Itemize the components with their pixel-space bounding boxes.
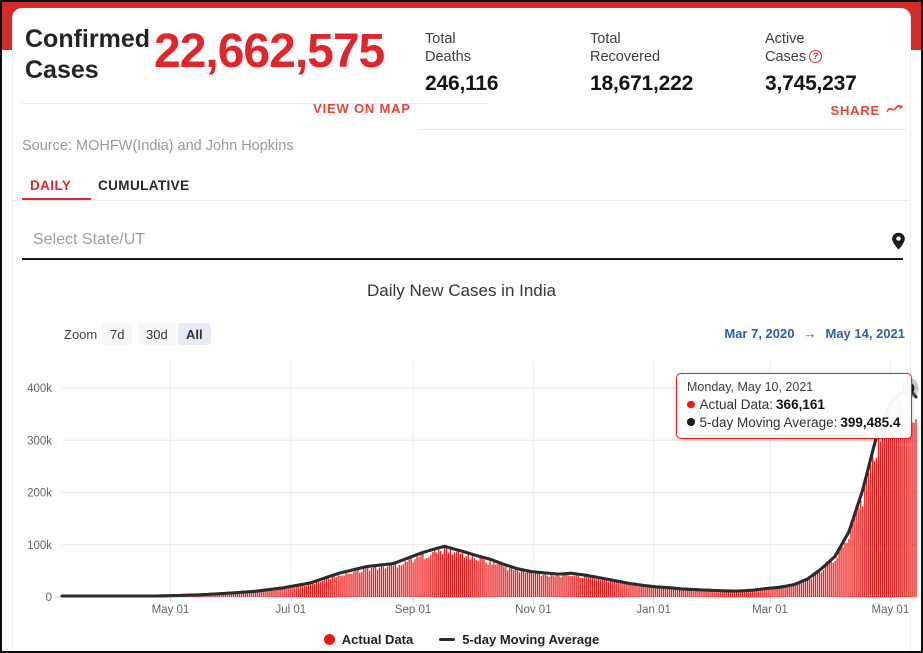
- actual-data-bars[interactable]: [114, 389, 917, 597]
- stat-label: Cases?: [765, 48, 857, 66]
- y-axis-tick-label: 300k: [27, 435, 52, 447]
- chart-title: Daily New Cases in India: [367, 281, 556, 300]
- x-axis-tick-label: Mar 01: [752, 604, 788, 616]
- red-dot-icon: [687, 400, 695, 408]
- stat-value: 18,671,222: [590, 72, 694, 95]
- stat-total-recovered: Total Recovered 18,671,222: [590, 30, 693, 96]
- zoom-label: Zoom: [64, 327, 98, 342]
- view-on-map-link[interactable]: VIEW ON MAP: [313, 101, 411, 116]
- stat-label: Total: [425, 31, 456, 47]
- range-to[interactable]: May 14, 2021: [825, 326, 905, 341]
- legend-item-actual-data[interactable]: Actual Data: [323, 632, 414, 647]
- tooltip-actual-value: 366,161: [776, 397, 825, 412]
- stat-label: Total: [590, 31, 621, 47]
- tooltip-date: Monday, May 10, 2021: [687, 380, 814, 394]
- range-from[interactable]: Mar 7, 2020: [724, 326, 795, 341]
- x-axis-tick-label: Jan 01: [636, 604, 671, 616]
- chart-tooltip: Monday, May 10, 2021 Actual Data: 366,161…: [676, 373, 912, 439]
- chart-legend: Actual Data 5-day Moving Average: [2, 632, 921, 647]
- y-axis-tick-label: 0: [46, 592, 52, 604]
- stat-value: 246,116: [425, 72, 499, 95]
- x-axis-tick-label: Nov 01: [515, 604, 551, 616]
- x-axis-tick-label: Jul 01: [275, 604, 306, 616]
- tab-daily[interactable]: DAILY: [30, 178, 72, 193]
- stat-label: Recovered: [590, 49, 661, 65]
- x-axis-tick-label: May 01: [872, 604, 910, 616]
- chart-axis-labels: 0 100k 200k 300k 400k May 01 Jul 01 Sep 01 Nov 0…: [27, 383, 909, 616]
- stat-total-deaths: Total Deaths 246,116: [425, 30, 499, 96]
- confirmed-cases-count: 22,662,575: [154, 25, 385, 78]
- legend-red-dot-icon: [323, 634, 335, 645]
- tab-cumulative[interactable]: CUMULATIVE: [98, 178, 190, 193]
- legend-label: Actual Data: [341, 632, 414, 647]
- range-arrow-icon: →: [803, 326, 817, 341]
- legend-item-moving-average[interactable]: 5-day Moving Average: [439, 632, 599, 647]
- share-label: SHARE: [830, 102, 880, 118]
- legend-dash-icon: [439, 637, 456, 642]
- date-range-display[interactable]: Mar 7, 2020 → May 14, 2021: [724, 326, 905, 341]
- header-divider-left: [22, 103, 489, 104]
- tooltip-ma-value: 399,485.4: [840, 414, 901, 430]
- state-select-input[interactable]: [22, 228, 903, 260]
- header-divider-right: [420, 129, 907, 130]
- tooltip-actual-row: Actual Data: 366,161: [687, 396, 901, 414]
- share-link[interactable]: SHARE: [830, 102, 905, 118]
- tabs-bottom-border: [12, 200, 911, 201]
- active-tab-underline: [22, 198, 91, 201]
- zoom-button-all[interactable]: All: [178, 323, 211, 345]
- moving-average-line[interactable]: [60, 386, 918, 598]
- stat-value: 3,745,237: [765, 72, 857, 95]
- x-axis-tick-label: Sep 01: [395, 604, 431, 616]
- share-icon: [886, 102, 905, 118]
- tooltip-ma-row: 5-day Moving Average: 399,485.4: [687, 414, 901, 432]
- y-axis-tick-label: 400k: [27, 383, 52, 395]
- zoom-button-7d[interactable]: 7d: [102, 323, 133, 345]
- zoom-button-30d[interactable]: 30d: [138, 323, 176, 345]
- legend-label: 5-day Moving Average: [462, 632, 600, 647]
- y-axis-tick-label: 100k: [27, 540, 52, 552]
- y-axis-tick-label: 200k: [27, 488, 52, 500]
- source-attribution: Source: MOHFW(India) and John Hopkins: [22, 138, 294, 154]
- help-icon[interactable]: ?: [809, 50, 823, 63]
- daily-cases-chart[interactable]: 0 100k 200k 300k 400k May 01 Jul 01 Sep 01 Nov 0…: [2, 358, 921, 624]
- stat-label: Active: [765, 31, 805, 47]
- page-title: Confirmed Cases: [25, 24, 150, 86]
- x-axis-tick-label: May 01: [152, 604, 190, 616]
- stat-label: Deaths: [425, 49, 471, 65]
- page-title-line1: Confirmed: [25, 25, 150, 53]
- stat-active-cases: Active Cases? 3,745,237: [765, 30, 857, 96]
- page-title-line2: Cases: [25, 56, 99, 84]
- location-pin-icon[interactable]: [891, 232, 906, 256]
- black-dot-icon: [687, 418, 695, 426]
